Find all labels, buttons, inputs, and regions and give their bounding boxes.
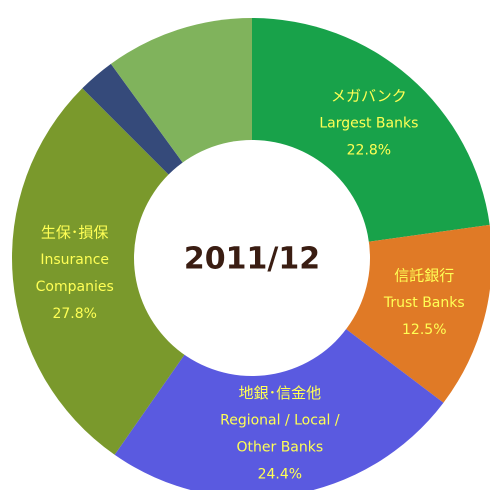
slice-label: メガバンク (331, 87, 407, 105)
slice-label: 生保･損保 (41, 224, 109, 242)
slice-label: 地銀･信金他 (239, 384, 322, 402)
slice-label: 27.8% (52, 306, 96, 322)
slice-label: 22.8% (347, 143, 391, 159)
slice (11, 88, 253, 455)
slice-label: 信託銀行 (394, 266, 454, 284)
slice-label: Insurance (40, 252, 109, 268)
slice-label: Trust Banks (383, 295, 465, 311)
slice-label: Companies (36, 279, 114, 295)
slice-label: 24.4% (258, 466, 302, 482)
center-label: 2011/12 (184, 242, 320, 277)
slice-label: 12.5% (402, 322, 446, 338)
slice (114, 258, 444, 490)
slice-label: Largest Banks (319, 116, 418, 132)
donut-hole (134, 140, 370, 376)
slice-label: Regional / Local / (220, 412, 340, 428)
slice-label: Other Banks (237, 439, 324, 455)
